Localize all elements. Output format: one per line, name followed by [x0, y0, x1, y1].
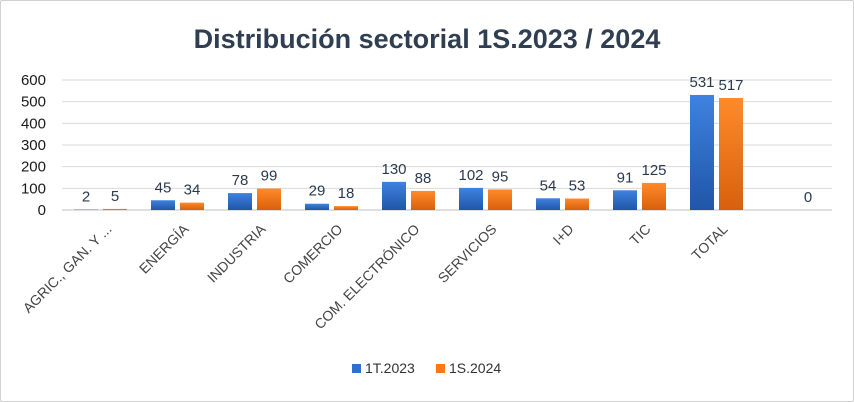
gridlines: [62, 79, 832, 211]
bar-1S.2024: [103, 208, 127, 210]
chart-title: Distribución sectorial 1S.2023 / 2024: [194, 24, 661, 54]
y-tick-label: 100: [21, 180, 46, 197]
x-axis: AGRIC., GAN. Y ... ENERGÍA INDUSTRIA COMERC…: [20, 220, 731, 332]
data-label: 102: [458, 167, 483, 184]
bar-1T.2023: [536, 198, 560, 210]
x-tick-label: COMERCIO: [280, 221, 346, 287]
data-label: 517: [718, 77, 743, 94]
bar-1T.2023: [690, 94, 714, 210]
data-label: 2: [82, 189, 90, 206]
legend: 1T.2023 1S.2024: [352, 360, 501, 376]
bar-1S.2024: [334, 206, 358, 210]
x-tick-label: TOTAL: [688, 221, 730, 263]
bars: [74, 94, 743, 210]
x-tick-label: ENERGÍA: [136, 220, 192, 276]
data-label: 53: [569, 178, 586, 195]
legend-swatch: [436, 364, 445, 373]
data-label: 34: [184, 182, 201, 199]
bar-1T.2023: [228, 193, 252, 210]
y-tick-label: 400: [21, 115, 46, 132]
bar-1T.2023: [305, 203, 329, 210]
data-label: 5: [111, 188, 119, 205]
data-label: 88: [415, 170, 432, 187]
data-labels: 2 5 45 34 78 99 29 18 130 88 102 95 54 53 91 125 531 517 0: [82, 74, 812, 206]
x-tick-label: AGRIC., GAN. Y ...: [20, 221, 115, 316]
bar-1T.2023: [459, 187, 483, 210]
bar-1T.2023: [382, 181, 406, 210]
bar-1T.2023: [151, 200, 175, 210]
data-label: 99: [261, 168, 278, 185]
data-label: 91: [617, 169, 634, 186]
data-label: 18: [338, 185, 355, 202]
bar-1S.2024: [257, 188, 281, 210]
data-label: 78: [232, 172, 249, 189]
y-axis: 0 100 200 300 400 500 600: [21, 72, 46, 219]
x-tick-label: I+D: [550, 221, 577, 248]
y-tick-label: 0: [38, 202, 46, 219]
data-label: 0: [804, 189, 812, 206]
bar-1S.2024: [565, 198, 589, 210]
data-label: 95: [492, 168, 509, 185]
data-label: 125: [641, 162, 666, 179]
legend-label: 1S.2024: [449, 360, 501, 376]
x-tick-label: SERVICIOS: [435, 221, 500, 286]
bar-1S.2024: [642, 182, 666, 210]
data-label: 54: [540, 177, 557, 194]
data-label: 531: [689, 74, 714, 91]
y-tick-label: 500: [21, 94, 46, 111]
y-tick-label: 300: [21, 137, 46, 154]
legend-label: 1T.2023: [365, 360, 415, 376]
y-tick-label: 200: [21, 159, 46, 176]
bar-1S.2024: [411, 190, 435, 210]
x-tick-label: TIC: [626, 221, 653, 248]
data-label: 29: [309, 183, 326, 200]
y-tick-label: 600: [21, 72, 46, 89]
bar-1S.2024: [180, 202, 204, 210]
data-label: 130: [381, 161, 406, 178]
data-label: 45: [155, 179, 172, 196]
legend-swatch: [352, 364, 361, 373]
bar-1T.2023: [613, 190, 637, 210]
x-tick-label: INDUSTRIA: [204, 220, 269, 285]
bar-1S.2024: [488, 189, 512, 210]
bar-1S.2024: [719, 97, 743, 210]
